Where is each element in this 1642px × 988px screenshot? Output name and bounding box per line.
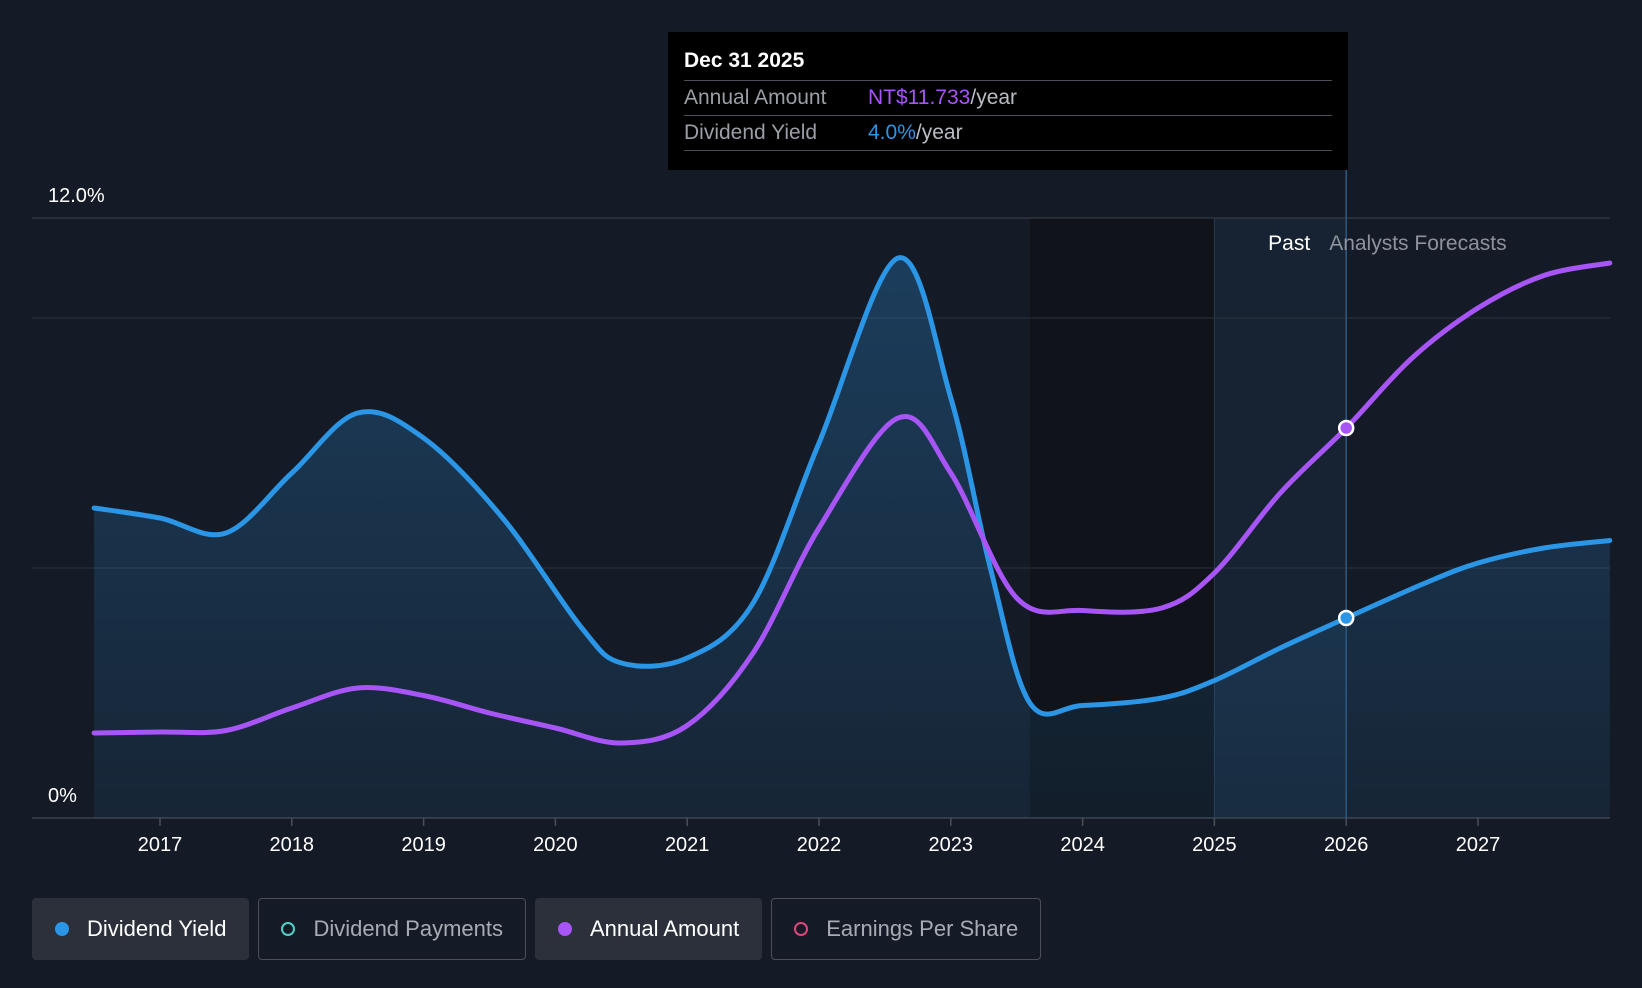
x-tick-label: 2027: [1456, 834, 1501, 856]
tooltip-date: Dec 31 2025: [684, 49, 805, 72]
x-tick-label: 2024: [1060, 834, 1105, 856]
legend: Dividend Yield Dividend Payments Annual …: [32, 898, 1050, 960]
y-tick-label-bottom: 0%: [48, 785, 77, 807]
dividend-yield-line: [91, 255, 1613, 717]
legend-item-dividend-payments[interactable]: Dividend Payments: [258, 898, 526, 960]
x-tick-label: 2022: [797, 834, 842, 856]
legend-item-earnings-per-share[interactable]: Earnings Per Share: [771, 898, 1042, 960]
legend-dot-icon: [794, 922, 809, 936]
legend-label: Earnings Per Share: [826, 916, 1019, 941]
past-label: Past: [1268, 232, 1310, 255]
legend-item-annual-amount[interactable]: Annual Amount: [534, 898, 763, 960]
x-tick-label: 2023: [929, 834, 974, 856]
legend-dot-icon: [55, 922, 69, 936]
tooltip-unit: /year: [970, 86, 1018, 109]
legend-label: Dividend Payments: [313, 916, 503, 941]
x-tick-label: 2018: [270, 834, 315, 856]
dividend-yield-area: [94, 257, 1610, 819]
annual-amount-marker: [1337, 419, 1355, 437]
tooltip-label: Annual Amount: [684, 86, 827, 109]
x-axis: 2017 2018 2019 2020 2021 2022 2023 2024 2025 2026…: [138, 818, 1501, 856]
tooltip: Dec 31 2025 Annual Amount NT$11.733 /yea…: [668, 32, 1348, 170]
legend-dot-icon: [557, 922, 572, 936]
x-tick-label: 2019: [401, 834, 446, 856]
tooltip-label: Dividend Yield: [684, 121, 818, 144]
x-tick-label: 2021: [665, 834, 710, 856]
forecast-label: Analysts Forecasts: [1329, 232, 1506, 255]
x-tick-label: 2017: [138, 834, 183, 856]
x-tick-label: 2025: [1192, 834, 1237, 856]
y-tick-label-top: 12.0%: [48, 185, 105, 207]
tooltip-value: NT$11.733: [868, 86, 971, 109]
legend-label: Annual Amount: [589, 916, 740, 941]
x-tick-label: 2026: [1324, 834, 1369, 856]
dividend-yield-marker: [1337, 609, 1355, 627]
x-tick-label: 2020: [533, 834, 578, 856]
tooltip-row-annual-amount: Annual Amount NT$11.733 /year: [684, 80, 1332, 115]
tooltip-row-dividend-yield: Dividend Yield 4.0% /year: [684, 115, 1332, 151]
legend-item-dividend-yield[interactable]: Dividend Yield: [32, 898, 250, 960]
tooltip-unit: /year: [915, 121, 963, 144]
legend-label: Dividend Yield: [87, 916, 227, 941]
legend-dot-icon: [281, 922, 296, 936]
tooltip-value: 4.0%: [868, 121, 916, 144]
